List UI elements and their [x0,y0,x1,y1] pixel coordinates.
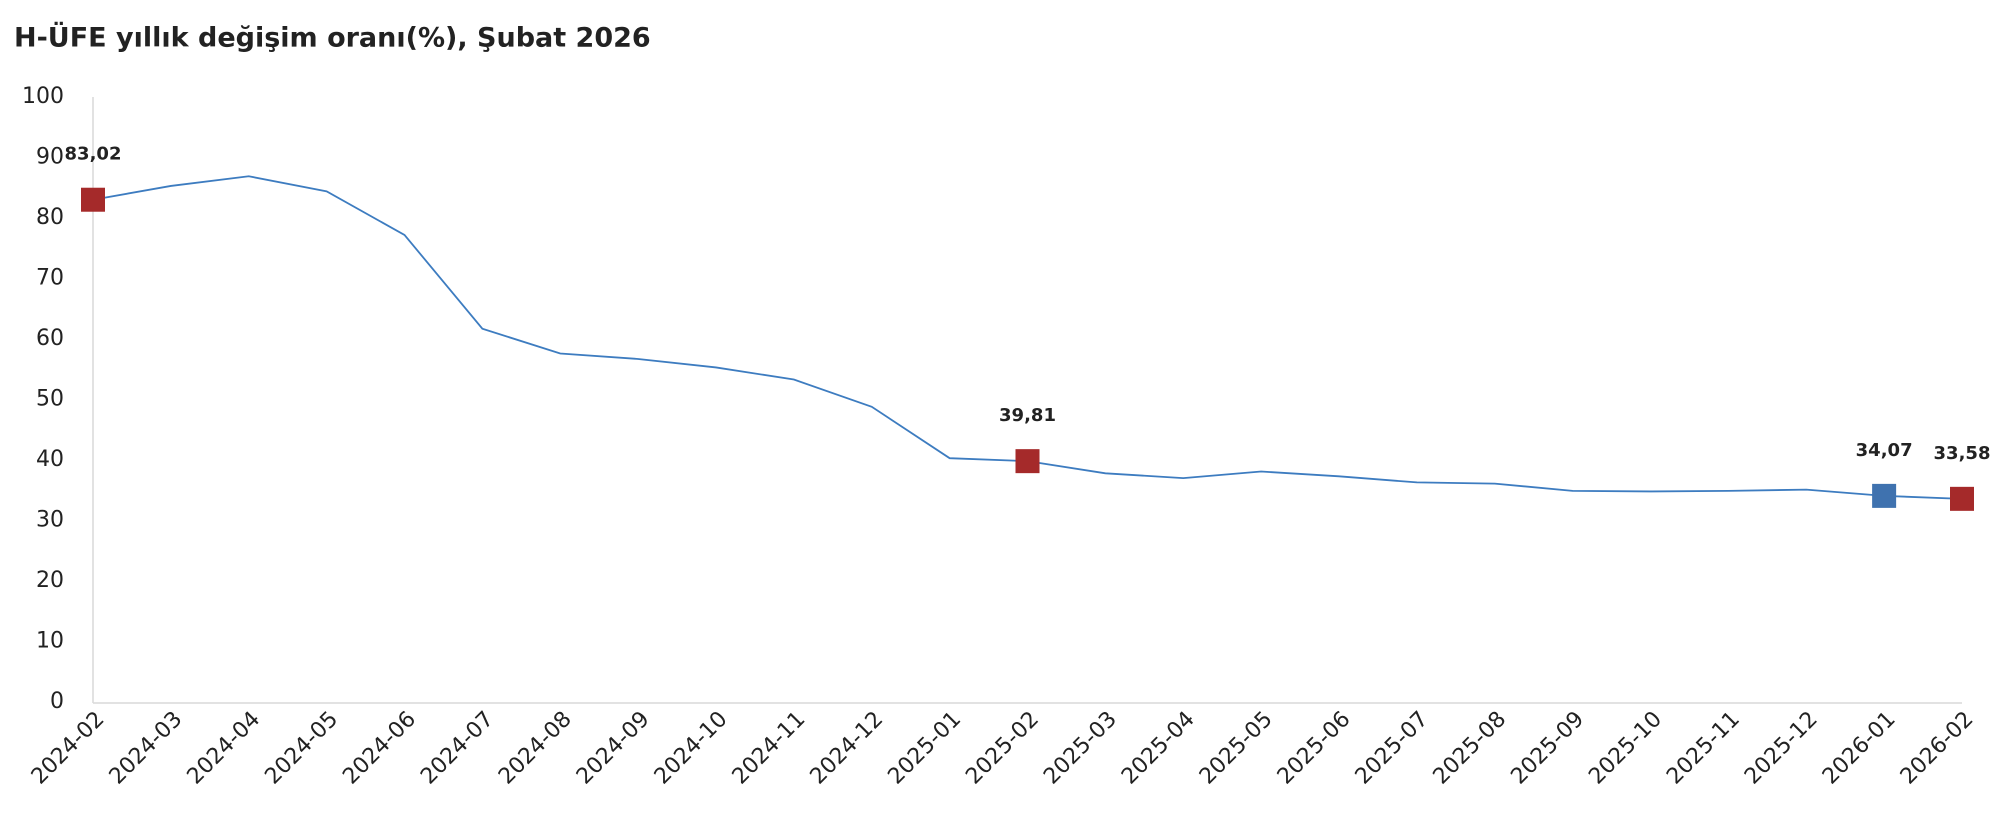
y-tick-label: 60 [36,326,64,351]
x-tick-label: 2025-06 [1273,707,1356,790]
x-tick-label: 2024-07 [416,707,499,790]
x-tick-label: 2025-01 [883,707,966,790]
y-tick-label: 90 [36,145,64,170]
y-tick-label: 50 [36,387,64,412]
x-tick-label: 2024-06 [338,707,421,790]
data-label: 33,58 [1934,443,1991,464]
x-tick-label: 2026-01 [1818,707,1901,790]
x-tick-label: 2024-04 [183,707,266,790]
y-tick-label: 10 [36,629,64,654]
x-tick-label: 2025-04 [1117,707,1200,790]
x-tick-label: 2025-10 [1584,707,1667,790]
x-tick-label: 2024-10 [650,707,733,790]
marker [1015,449,1040,474]
x-tick-label: 2025-05 [1195,707,1278,790]
marker [1950,486,1974,511]
data-label: 39,81 [999,405,1056,426]
x-tick-label: 2024-03 [105,707,188,790]
x-tick-label: 2025-03 [1039,707,1122,790]
marker [1872,483,1897,508]
x-tick-label: 2024-12 [806,707,889,790]
x-tick-label: 2025-08 [1429,707,1512,790]
x-tick-label: 2024-11 [728,707,811,790]
marker [81,187,105,212]
x-tick-label: 2025-09 [1506,707,1589,790]
x-tick-label: 2024-05 [260,707,343,790]
y-tick-label: 30 [36,508,64,533]
chart-title: H-ÜFE yıllık değişim oranı(%), Şubat 202… [14,21,651,54]
x-tick-label: 2024-08 [494,707,577,790]
x-tick-label: 2024-09 [572,707,655,790]
y-tick-label: 20 [36,568,64,593]
x-tick-label: 2026-02 [1896,707,1979,790]
x-tick-label: 2025-11 [1662,707,1745,790]
y-tick-label: 70 [36,266,64,291]
y-tick-label: 0 [50,689,64,714]
x-tick-label: 2025-12 [1740,707,1823,790]
x-tick-label: 2025-02 [961,707,1044,790]
y-tick-label: 100 [22,84,64,109]
data-label: 83,02 [65,144,122,165]
y-tick-label: 40 [36,447,64,472]
y-tick-label: 80 [36,205,64,230]
x-tick-label: 2025-07 [1351,707,1434,790]
data-label: 34,07 [1856,440,1913,461]
x-tick-label: 2024-02 [27,707,110,790]
